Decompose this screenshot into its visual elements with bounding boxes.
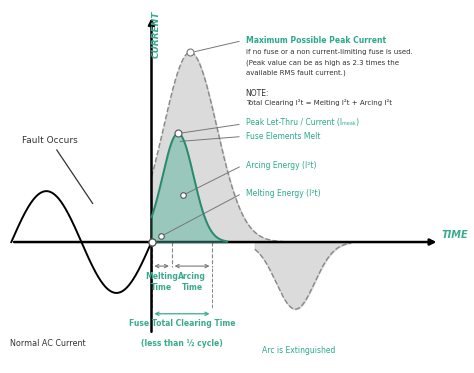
Text: Maximum Possible Peak Current: Maximum Possible Peak Current bbox=[246, 36, 386, 45]
Text: available RMS fault current.): available RMS fault current.) bbox=[246, 70, 346, 76]
Text: Fuse Elements Melt: Fuse Elements Melt bbox=[246, 132, 320, 141]
Text: Peak Let-Thru / Current (Iₘₑₐₖ): Peak Let-Thru / Current (Iₘₑₐₖ) bbox=[246, 118, 359, 127]
Text: Arcing
Time: Arcing Time bbox=[178, 272, 206, 292]
Text: if no fuse or a non current-limiting fuse is used.: if no fuse or a non current-limiting fus… bbox=[246, 48, 412, 54]
Text: Total Clearing I²t = Melting I²t + Arcing I²t: Total Clearing I²t = Melting I²t + Arcin… bbox=[246, 100, 392, 107]
Text: (Peak value can be as high as 2.3 times the: (Peak value can be as high as 2.3 times … bbox=[246, 59, 399, 66]
Text: TIME: TIME bbox=[441, 230, 468, 240]
Text: Fuse Total Clearing Time: Fuse Total Clearing Time bbox=[128, 319, 235, 328]
Text: Melting Energy (I²t): Melting Energy (I²t) bbox=[246, 189, 320, 198]
Text: Normal AC Current: Normal AC Current bbox=[10, 339, 86, 348]
Text: Arcing Energy (I²t): Arcing Energy (I²t) bbox=[246, 161, 316, 170]
Text: Melting
Time: Melting Time bbox=[145, 272, 178, 292]
Text: Fault Occurs: Fault Occurs bbox=[22, 136, 93, 204]
Text: NOTE:: NOTE: bbox=[246, 89, 269, 98]
Text: CURRENT: CURRENT bbox=[151, 11, 160, 58]
Text: Arc is Extinguished: Arc is Extinguished bbox=[263, 346, 336, 355]
Text: (less than ½ cycle): (less than ½ cycle) bbox=[141, 339, 223, 348]
